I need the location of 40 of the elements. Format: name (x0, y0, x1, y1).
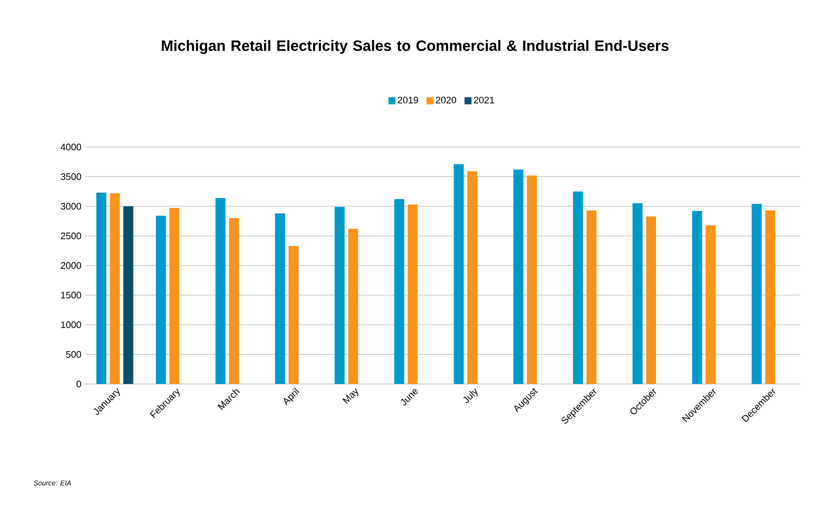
bar (646, 216, 656, 384)
bar (454, 164, 464, 384)
chart-title: Michigan Retail Electricity Sales to Commercial & Industrial End-Users (162, 40, 668, 54)
bar (228, 218, 239, 384)
bar (275, 213, 286, 384)
x-tick-label: July (463, 388, 478, 404)
y-tick-label: 0 (76, 380, 82, 388)
y-tick-label: 500 (66, 351, 82, 358)
bar (467, 171, 478, 384)
bar (526, 175, 537, 384)
bar (765, 210, 776, 384)
bar (334, 206, 345, 384)
y-tick-label: 2500 (60, 232, 82, 240)
y-tick-label: 3000 (60, 202, 82, 210)
y-tick-label: 1500 (61, 292, 82, 298)
y-tick-label: 3500 (60, 173, 82, 180)
bar (96, 192, 106, 384)
bar (169, 208, 180, 384)
bar (408, 204, 418, 384)
bar (706, 225, 716, 384)
bar (752, 204, 762, 384)
bar (156, 216, 166, 384)
bar (632, 203, 643, 384)
bar (572, 191, 583, 384)
bar (348, 228, 358, 384)
legend-label: 2020 (436, 96, 456, 104)
legend-label: 2019 (398, 96, 418, 104)
bar (110, 193, 120, 384)
bar (513, 170, 524, 384)
bar (692, 210, 702, 384)
bar (394, 199, 404, 384)
y-tick-label: 4000 (60, 144, 82, 150)
x-tick-label: May (342, 388, 358, 404)
bar (215, 198, 226, 384)
y-tick-label: 2000 (60, 262, 82, 269)
legend-label: 2021 (474, 96, 494, 104)
bar (123, 206, 134, 384)
bar (586, 210, 596, 384)
y-tick-label: 1000 (61, 321, 82, 328)
bar (288, 246, 299, 384)
